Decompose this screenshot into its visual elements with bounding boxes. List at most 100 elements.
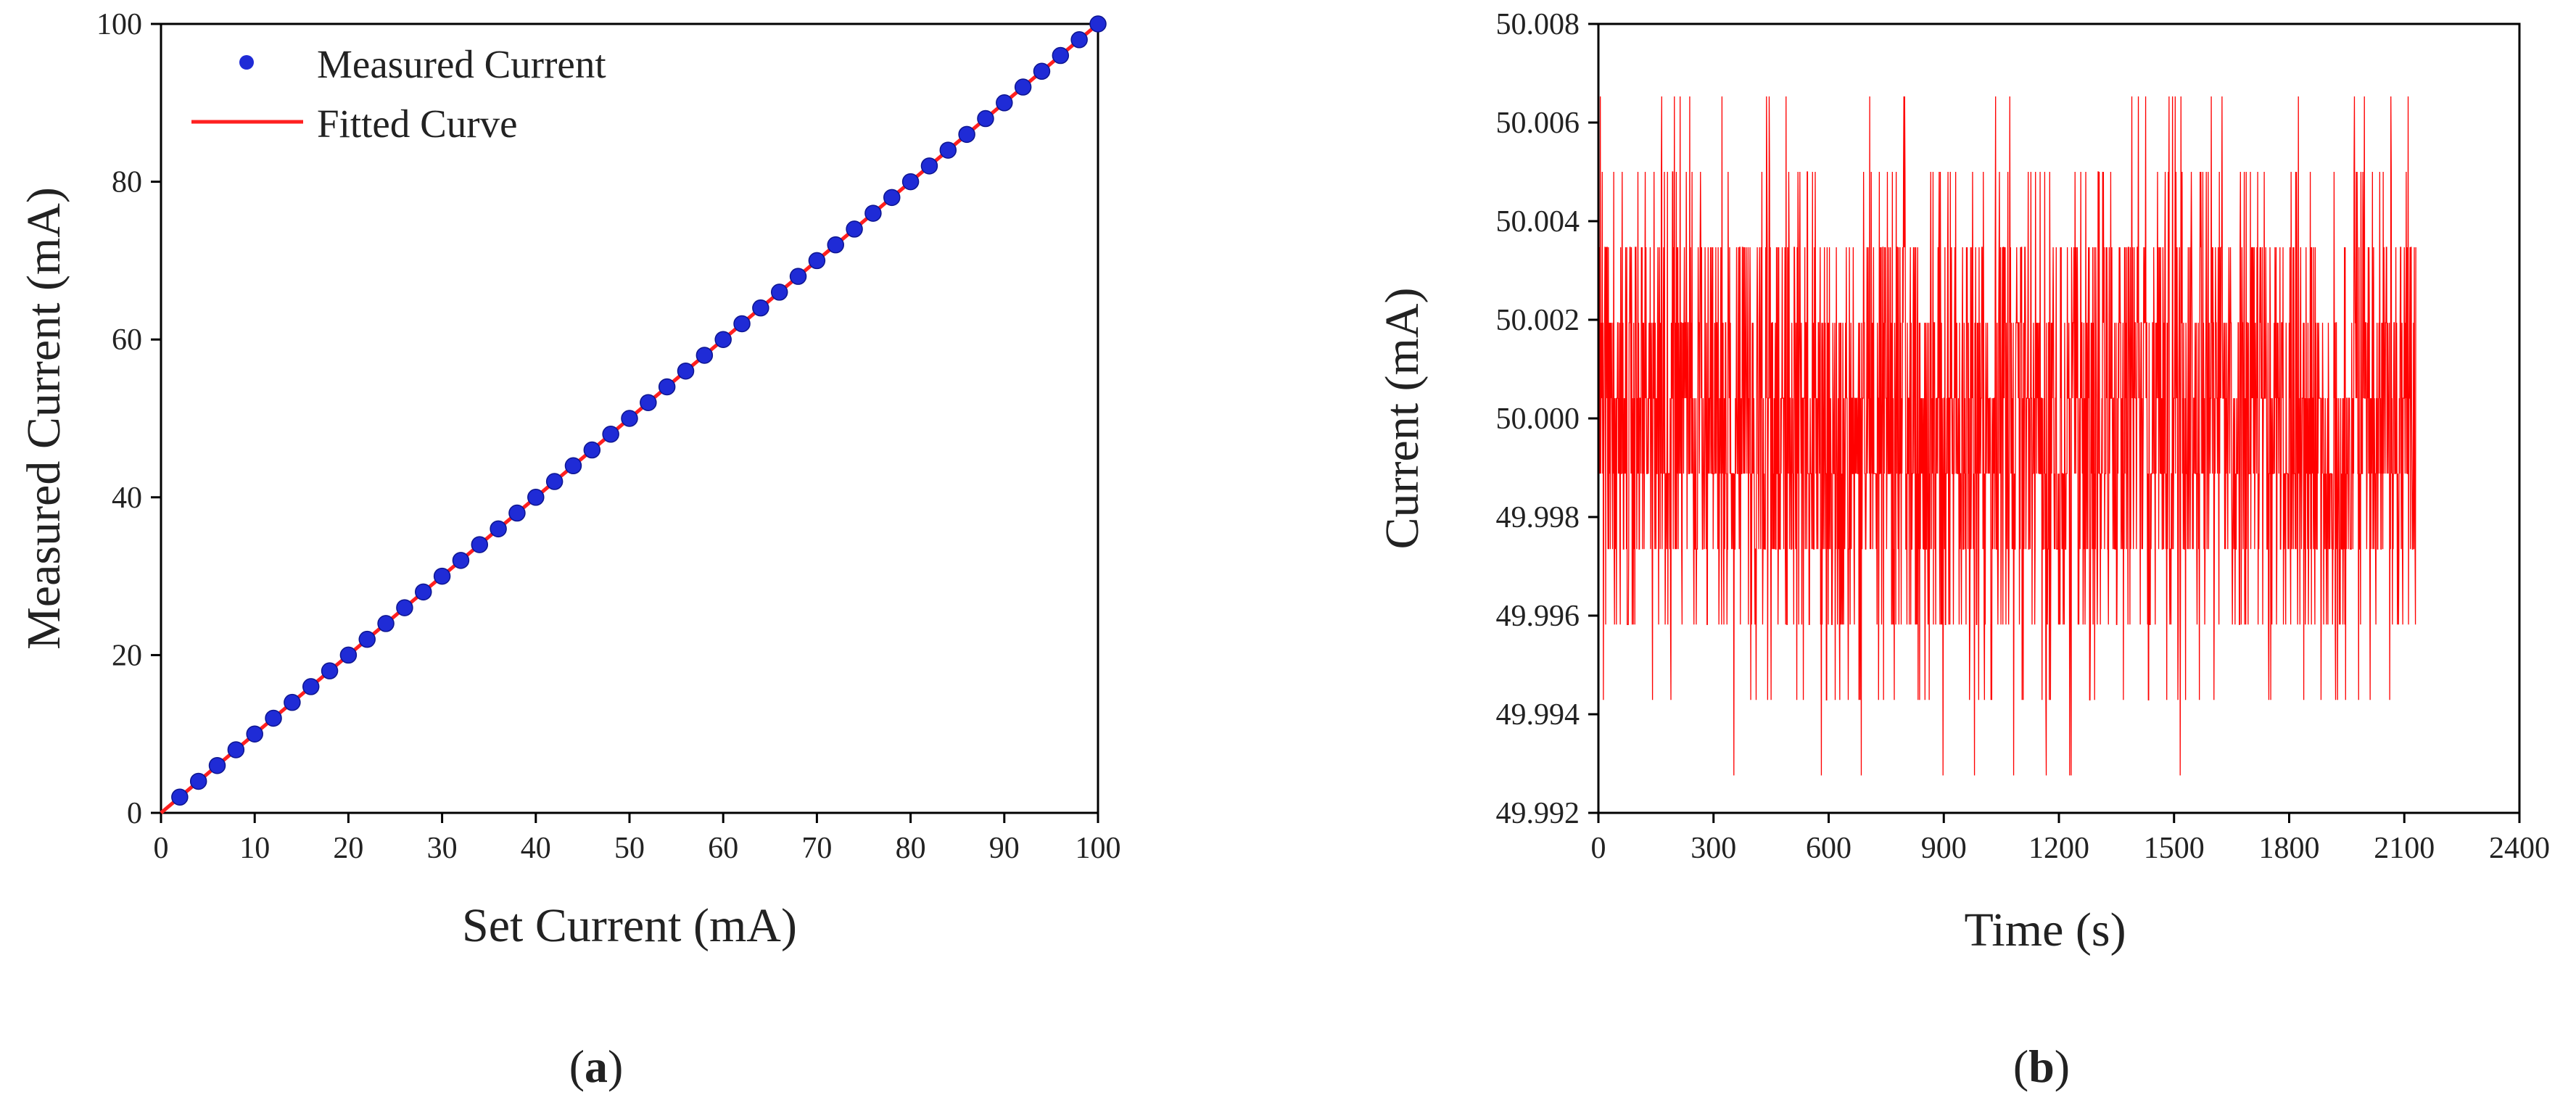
- chart-a-x-ticks: 0 10 20 30 40 50 60 70 80 90 100: [154, 813, 1121, 865]
- chart-a-y-tick-label: 0: [127, 797, 142, 830]
- chart-a-measured-point: [770, 284, 788, 301]
- chart-a-measured-point: [808, 252, 826, 270]
- chart-a-measured-point: [415, 583, 432, 601]
- chart-b-x-axis-title: Time (s): [1964, 904, 2126, 956]
- chart-a-measured-point: [377, 615, 395, 632]
- chart-a-measured-point: [939, 141, 957, 159]
- chart-a-measured-point: [1070, 31, 1088, 49]
- chart-b-y-tick-label: 50.000: [1496, 402, 1580, 436]
- panel-letter-a: a: [585, 1041, 608, 1092]
- legend-label-fitted-curve: Fitted Curve: [317, 102, 518, 146]
- chart-b: 0 300 600 900 1200 1500 1800 2100 2400 49.99249.…: [1376, 8, 2550, 1092]
- chart-a-measured-point: [189, 772, 207, 790]
- chart-a-measured-point: [1052, 46, 1070, 65]
- chart-b-y-tick-label: 49.994: [1496, 698, 1580, 732]
- chart-a-measured-point: [171, 788, 189, 806]
- chart-a-measured-point: [490, 520, 507, 538]
- chart-b-y-tick-label: 50.006: [1496, 107, 1580, 140]
- panel-letter-b: b: [2028, 1041, 2055, 1092]
- chart-a-measured-point: [602, 426, 619, 443]
- chart-a-measured-point: [471, 536, 489, 553]
- chart-a-measured-point: [714, 331, 732, 348]
- chart-a-measured-point: [527, 489, 545, 506]
- chart-a-x-tick-label: 80: [896, 832, 926, 865]
- chart-a-y-tick-label: 20: [112, 639, 142, 672]
- panel-label-a: (a): [569, 1041, 624, 1092]
- chart-a-plot-area: [160, 15, 1107, 814]
- chart-b-current-trace: [1598, 96, 2416, 776]
- chart-a-measured-point: [846, 220, 863, 238]
- chart-b-x-tick-label: 1800: [2259, 832, 2320, 865]
- chart-a-measured-point: [227, 741, 245, 758]
- chart-b-y-axis-title: Current (mA): [1376, 287, 1429, 549]
- chart-a-measured-point: [658, 378, 676, 396]
- chart-b-y-ticks: 49.992 49.994 49.996 49.998 50.000 50.002 50.0…: [1496, 8, 1598, 830]
- chart-b-x-tick-label: 0: [1591, 832, 1606, 865]
- chart-a-measured-point: [996, 94, 1013, 112]
- chart-b-x-tick-label: 2100: [2374, 832, 2435, 865]
- chart-b-y-tick-label: 50.008: [1496, 8, 1580, 41]
- chart-a-measured-point: [452, 552, 470, 569]
- chart-a-measured-point: [433, 567, 451, 585]
- chart-a-measured-point: [640, 394, 657, 411]
- chart-a-measured-point: [508, 504, 526, 522]
- chart-a-measured-point: [752, 299, 769, 317]
- chart-a-y-tick-label: 60: [112, 323, 142, 357]
- chart-a-x-axis-title: Set Current (mA): [462, 899, 797, 952]
- chart-a-x-tick-label: 10: [239, 832, 270, 865]
- chart-a-measured-point: [901, 173, 920, 191]
- chart-a-measured-point: [265, 709, 282, 727]
- chart-a-measured-point: [358, 630, 376, 648]
- chart-b-x-tick-label: 2400: [2489, 832, 2550, 865]
- chart-a-x-tick-label: 40: [521, 832, 551, 865]
- chart-a-measured-point: [695, 347, 714, 364]
- chart-a-measured-point: [583, 441, 601, 459]
- chart-a-y-tick-label: 40: [112, 481, 142, 515]
- chart-a-x-tick-label: 30: [427, 832, 458, 865]
- chart-b-y-tick-label: 49.996: [1496, 600, 1580, 633]
- chart-a-measured-point: [621, 410, 638, 427]
- chart-a-measured-point: [958, 125, 975, 144]
- chart-b-x-tick-label: 300: [1690, 832, 1736, 865]
- chart-a-measured-point: [677, 362, 695, 380]
- chart-a-measured-point: [733, 315, 751, 333]
- chart-a-measured-point: [1014, 78, 1032, 96]
- chart-b-x-tick-label: 1500: [2144, 832, 2205, 865]
- chart-a-measured-point: [920, 157, 938, 175]
- chart-a-measured-point: [321, 662, 339, 679]
- chart-a-x-tick-label: 70: [801, 832, 832, 865]
- chart-a-legend: Measured Current Fitted Curve: [191, 42, 606, 146]
- chart-a-measured-point: [789, 268, 807, 285]
- chart-a-measured-point: [883, 189, 901, 207]
- chart-a-measured-point: [864, 204, 882, 222]
- chart-a-y-tick-label: 80: [112, 166, 142, 199]
- chart-a-measured-point: [545, 473, 564, 490]
- chart-b-y-tick-label: 49.998: [1496, 501, 1580, 534]
- chart-a-y-ticks: 0 20 40 60 80 100: [96, 8, 161, 830]
- chart-a-measured-point: [284, 693, 301, 711]
- legend-label-measured-current: Measured Current: [317, 42, 606, 86]
- chart-a-x-tick-label: 90: [989, 832, 1020, 865]
- chart-b-x-tick-label: 1200: [2028, 832, 2089, 865]
- chart-a-measured-point: [977, 109, 994, 128]
- chart-b-y-tick-label: 49.992: [1496, 797, 1580, 830]
- chart-b-x-ticks: 0 300 600 900 1200 1500 1800 2100 2400: [1591, 813, 2550, 865]
- chart-a-x-tick-label: 20: [333, 832, 363, 865]
- chart-a-measured-point: [396, 599, 413, 616]
- chart-a-measured-point: [246, 725, 263, 743]
- chart-a-x-tick-label: 100: [1076, 832, 1121, 865]
- chart-b-plot-area: [1598, 96, 2416, 776]
- panel-label-b: (b): [2013, 1041, 2070, 1092]
- chart-a-x-tick-label: 60: [708, 832, 738, 865]
- chart-a-measured-point: [1089, 15, 1107, 33]
- chart-a-measured-point: [1033, 62, 1051, 80]
- chart-a-x-tick-label: 0: [154, 832, 169, 865]
- chart-b-x-tick-label: 600: [1806, 832, 1852, 865]
- legend-marker-measured-current: [239, 55, 254, 70]
- chart-a-measured-point: [339, 646, 358, 664]
- chart-a: 0 10 20 30 40 50 60 70 80 90 100 0 20 40 60 80 100 Meas…: [17, 8, 1121, 1092]
- chart-a-y-axis-title: Measured Current (mA): [17, 187, 70, 650]
- chart-a-x-tick-label: 50: [614, 832, 645, 865]
- chart-b-y-tick-label: 50.002: [1496, 304, 1580, 337]
- chart-b-x-tick-label: 900: [1921, 832, 1967, 865]
